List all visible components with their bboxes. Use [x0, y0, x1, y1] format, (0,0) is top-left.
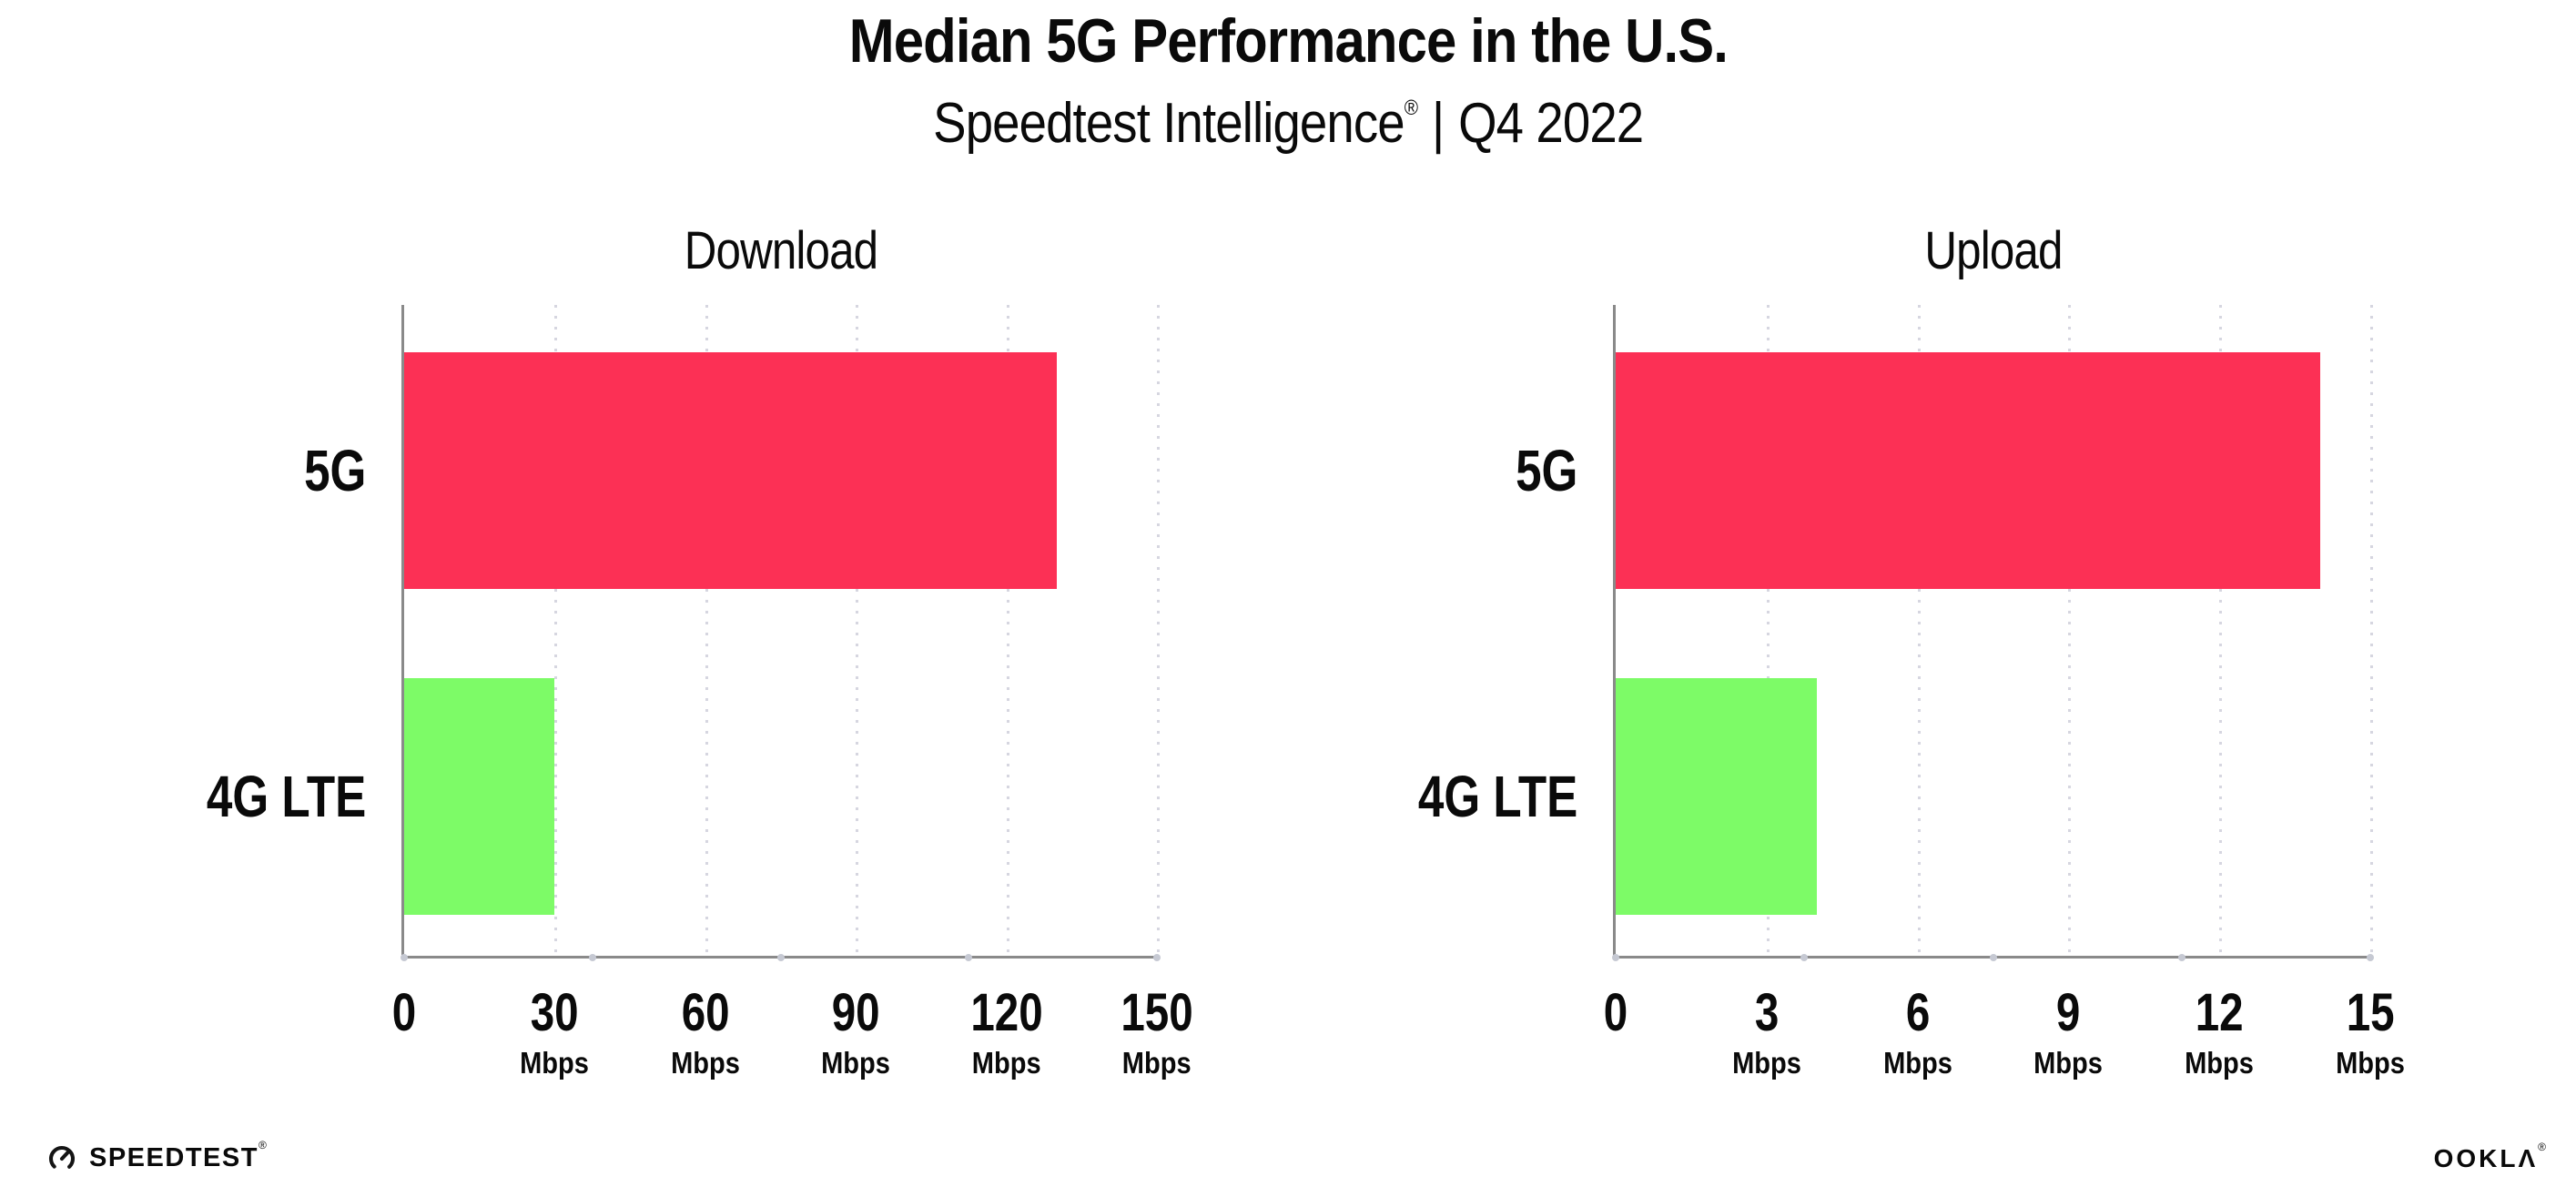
axis-tick-dot	[1800, 954, 1809, 961]
x-tick-9-unit: Mbps	[2033, 1046, 2104, 1080]
download-chart-plot-area: Download 5G 4G LTE 0 30 Mbps 60 Mbps	[207, 221, 1193, 1078]
x-tick-60-unit: Mbps	[670, 1046, 740, 1080]
upload-4g-lte-bar	[1616, 678, 1818, 915]
x-tick-9-value: 9	[2056, 983, 2081, 1042]
x-tick-30-value: 30	[530, 983, 579, 1042]
gridline	[2370, 305, 2373, 956]
page-title-text: Median 5G Performance in the U.S.	[848, 6, 1728, 76]
x-tick-0: 0	[1601, 987, 1630, 1078]
x-tick-120: 120 Mbps	[962, 983, 1050, 1080]
x-tick-6-value: 6	[1905, 983, 1930, 1042]
x-tick-150-unit: Mbps	[1122, 1046, 1192, 1080]
registered-mark-icon: ®	[1404, 96, 1418, 120]
x-tick-12: 12 Mbps	[2180, 983, 2258, 1080]
page-subtitle: Speedtest Intelligence® | Q4 2022	[0, 91, 2576, 156]
x-tick-0-value: 0	[1603, 983, 1628, 1042]
gridline	[1006, 305, 1009, 956]
axis-tick-dot	[401, 954, 408, 961]
upload-chart-title: Upload	[1912, 220, 2074, 281]
registered-mark-icon: ®	[2538, 1140, 2549, 1153]
x-tick-3-value: 3	[1754, 983, 1780, 1042]
download-category-label-4g-lte: 4G LTE	[167, 763, 366, 830]
x-tick-12-value: 12	[2195, 983, 2244, 1042]
ookla-logo: OOKLΛ®	[2433, 1140, 2549, 1173]
x-tick-90-value: 90	[831, 983, 880, 1042]
x-tick-60-value: 60	[681, 983, 730, 1042]
download-category-label-5g-text: 5G	[303, 438, 366, 503]
download-chart-title-text: Download	[684, 221, 877, 280]
gridline	[2219, 305, 2223, 956]
upload-5g-bar	[1616, 352, 2320, 589]
x-tick-0: 0	[390, 987, 419, 1078]
gridline	[2068, 305, 2072, 956]
axis-tick-dot	[1153, 954, 1161, 961]
x-tick-60: 60 Mbps	[666, 983, 745, 1080]
x-tick-30-unit: Mbps	[520, 1046, 590, 1080]
gridline	[1917, 305, 1921, 956]
x-tick-6-unit: Mbps	[1882, 1046, 1952, 1080]
x-tick-150-value: 150	[1121, 983, 1193, 1042]
upload-chart-title-text: Upload	[1923, 221, 2063, 280]
axis-tick-dot	[1989, 954, 1997, 961]
axis-tick-dot	[965, 954, 973, 961]
ookla-wordmark-text: OOKLΛ	[2433, 1144, 2539, 1172]
speedtest-logo: SPEEDTEST®	[47, 1139, 268, 1173]
speedtest-wordmark-text: SPEEDTEST	[89, 1143, 259, 1172]
subtitle-period: Q4 2022	[1457, 92, 1644, 155]
gridline	[1766, 305, 1770, 956]
x-tick-90-unit: Mbps	[821, 1046, 891, 1080]
page-title: Median 5G Performance in the U.S.	[0, 5, 2576, 76]
axis-tick-dot	[2367, 954, 2374, 961]
download-4g-lte-bar	[404, 678, 555, 915]
x-tick-90: 90 Mbps	[816, 983, 895, 1080]
gridline	[705, 305, 708, 956]
x-tick-15-value: 15	[2346, 983, 2395, 1042]
x-tick-3: 3 Mbps	[1728, 983, 1806, 1080]
x-tick-6: 6 Mbps	[1879, 983, 1957, 1080]
speedtest-gauge-icon	[48, 1145, 76, 1172]
subtitle-separator: |	[1431, 92, 1445, 155]
download-category-label-4g-lte-text: 4G LTE	[206, 764, 366, 829]
axis-tick-dot	[2177, 954, 2186, 961]
x-tick-9: 9 Mbps	[2029, 983, 2107, 1080]
download-5g-bar	[404, 352, 1057, 589]
x-tick-12-unit: Mbps	[2185, 1046, 2255, 1080]
speedtest-wordmark: SPEEDTEST®	[89, 1139, 268, 1173]
ookla-wordmark: OOKLΛ®	[2433, 1140, 2549, 1172]
x-tick-15: 15 Mbps	[2331, 983, 2409, 1080]
axis-tick-dot	[588, 954, 596, 961]
upload-category-label-4g-lte-text: 4G LTE	[1417, 764, 1577, 829]
gridline	[856, 305, 859, 956]
x-tick-120-unit: Mbps	[971, 1046, 1041, 1080]
x-tick-3-unit: Mbps	[1731, 1046, 1801, 1080]
page-subtitle-text: Speedtest Intelligence® | Q4 2022	[932, 91, 1644, 156]
gridline	[554, 305, 558, 956]
download-chart-title: Download	[667, 220, 895, 281]
x-tick-0-value: 0	[391, 983, 417, 1042]
upload-category-label-5g: 5G	[1500, 437, 1577, 504]
axis-tick-dot	[776, 954, 785, 961]
download-category-label-5g: 5G	[289, 437, 366, 504]
upload-category-label-4g-lte: 4G LTE	[1378, 763, 1577, 830]
x-tick-15-unit: Mbps	[2336, 1046, 2405, 1080]
upload-category-label-5g-text: 5G	[1515, 438, 1577, 503]
x-tick-150: 150 Mbps	[1113, 983, 1202, 1080]
registered-mark-icon: ®	[258, 1139, 269, 1152]
gridline	[1157, 305, 1160, 956]
subtitle-brand: Speedtest Intelligence	[932, 92, 1405, 155]
upload-chart-plot-area: Upload 5G 4G LTE 0 3 Mbps 6 Mbps	[1418, 221, 2405, 1078]
axis-tick-dot	[1612, 954, 1619, 961]
x-tick-30: 30 Mbps	[515, 983, 593, 1080]
x-tick-120-value: 120	[969, 983, 1043, 1042]
